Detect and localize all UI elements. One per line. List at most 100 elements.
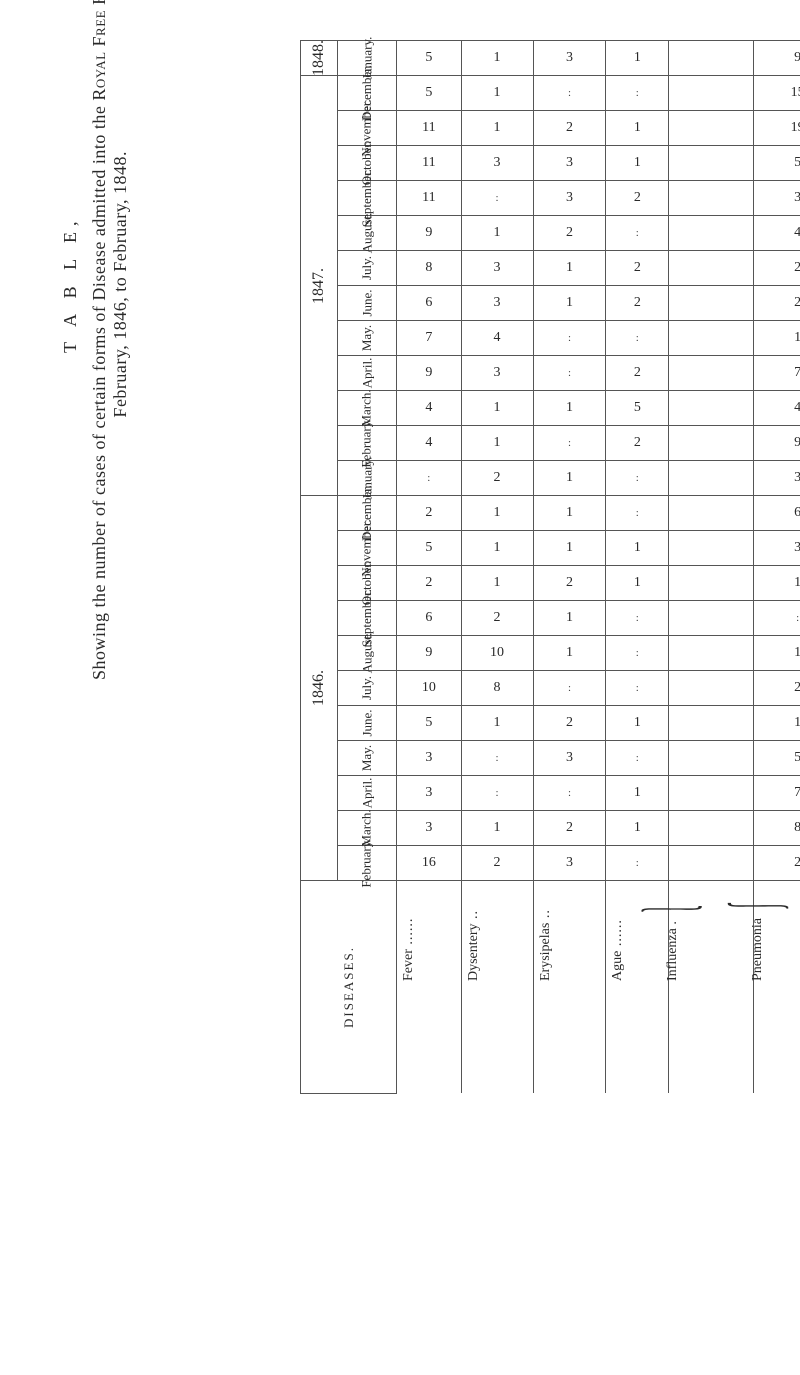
- cell: 5: [397, 41, 461, 76]
- cell: 10: [461, 636, 533, 671]
- cell: :: [754, 601, 800, 636]
- col-spacer: [533, 987, 606, 1093]
- cell: 1: [533, 496, 606, 531]
- cell: 2: [533, 566, 606, 601]
- cell: [669, 706, 754, 741]
- cell: 1: [533, 461, 606, 496]
- col-spacer: [461, 987, 533, 1093]
- cell: [669, 601, 754, 636]
- cell: 3: [461, 251, 533, 286]
- cell: 4: [397, 391, 461, 426]
- cell: :: [533, 356, 606, 391]
- caption-line2: February, 1846, to February, 1848.: [110, 0, 131, 680]
- cell: :: [606, 671, 669, 706]
- cell: 7: [754, 356, 800, 391]
- cell: [669, 461, 754, 496]
- cell: 5: [606, 391, 669, 426]
- cell: :: [606, 741, 669, 776]
- cell: :: [606, 76, 669, 111]
- cell: 2: [754, 846, 800, 881]
- cell: [669, 216, 754, 251]
- cell: 4: [397, 426, 461, 461]
- col-spacer: [669, 987, 754, 1093]
- month-label: June.: [338, 286, 397, 321]
- cell: 2: [754, 671, 800, 706]
- cell: 1: [754, 321, 800, 356]
- cell: 2: [461, 601, 533, 636]
- cell: [669, 636, 754, 671]
- cell: 1: [461, 41, 533, 76]
- cell: [669, 391, 754, 426]
- month-label: September.: [338, 601, 397, 636]
- cell: 7: [754, 776, 800, 811]
- month-label: July.: [338, 251, 397, 286]
- cell: 5: [754, 741, 800, 776]
- cell: 1: [606, 531, 669, 566]
- cell: 1: [606, 41, 669, 76]
- cell: 1: [461, 216, 533, 251]
- cell: 3: [461, 356, 533, 391]
- month-label: August.: [338, 636, 397, 671]
- cell: 8: [397, 251, 461, 286]
- cell: 9: [397, 216, 461, 251]
- cell: 4: [754, 391, 800, 426]
- cell: 3: [533, 846, 606, 881]
- cell: 15: [754, 76, 800, 111]
- cell: 19: [754, 111, 800, 146]
- cell: 5: [397, 531, 461, 566]
- data-table-wrap: 1848. January. 5 1 3 1 9 1 53 1847. Dece…: [300, 40, 800, 1094]
- cell: [669, 846, 754, 881]
- cell: 6: [754, 496, 800, 531]
- cell: 1: [461, 496, 533, 531]
- cell: 3: [533, 146, 606, 181]
- cell: 2: [606, 181, 669, 216]
- month-label: September.: [338, 181, 397, 216]
- cell: 1: [606, 146, 669, 181]
- cell: [669, 251, 754, 286]
- cell: [669, 566, 754, 601]
- month-label: August.: [338, 216, 397, 251]
- year-1848: 1848.: [301, 41, 338, 76]
- cell: 3: [397, 741, 461, 776]
- cell: 9: [397, 636, 461, 671]
- cell: [669, 41, 754, 76]
- cell: 8: [461, 671, 533, 706]
- cell: 2: [533, 216, 606, 251]
- month-label: February.: [338, 426, 397, 461]
- month-label: June.: [338, 706, 397, 741]
- month-label: May.: [338, 741, 397, 776]
- cell: :: [461, 741, 533, 776]
- cell: 1: [461, 76, 533, 111]
- cell: :: [397, 461, 461, 496]
- cell: 7: [397, 321, 461, 356]
- cell: :: [533, 76, 606, 111]
- month-label: May.: [338, 321, 397, 356]
- cell: [669, 776, 754, 811]
- cell: 2: [533, 811, 606, 846]
- cell: 1: [533, 286, 606, 321]
- cell: 1: [754, 636, 800, 671]
- cell: 5: [397, 76, 461, 111]
- cell: 1: [606, 706, 669, 741]
- cell: 11: [397, 111, 461, 146]
- cell: [669, 356, 754, 391]
- cell: 1: [754, 706, 800, 741]
- cell: 1: [606, 111, 669, 146]
- year-1846: 1846.: [301, 496, 338, 881]
- data-table: 1848. January. 5 1 3 1 9 1 53 1847. Dece…: [300, 40, 800, 1094]
- cell: 3: [533, 741, 606, 776]
- cell: 1: [533, 251, 606, 286]
- disease-fever: Fever: [397, 881, 461, 988]
- cell: 9: [397, 356, 461, 391]
- cell: 3: [397, 776, 461, 811]
- brace-icon: ⎰: [711, 895, 800, 917]
- cell: 3: [397, 811, 461, 846]
- cell: 2: [606, 251, 669, 286]
- cell: 2: [606, 356, 669, 391]
- month-label: February.: [338, 846, 397, 881]
- year-1847: 1847.: [301, 76, 338, 496]
- cell: 1: [461, 811, 533, 846]
- cell: 1: [461, 391, 533, 426]
- cell: 3: [461, 146, 533, 181]
- cell: 2: [461, 846, 533, 881]
